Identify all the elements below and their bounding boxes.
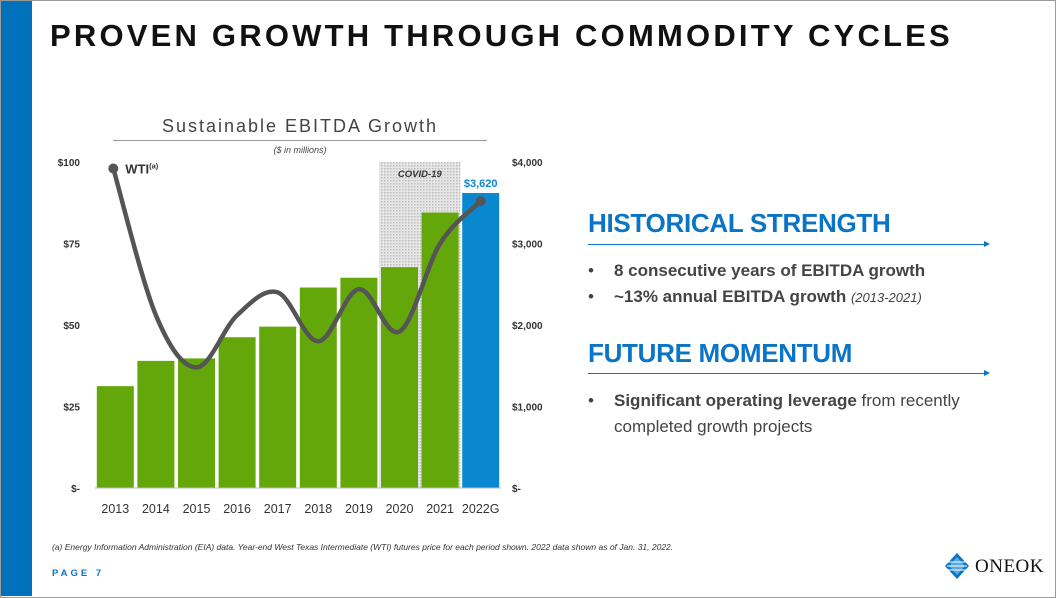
brand-side-bar — [1, 1, 32, 596]
ebitda-bar — [462, 192, 500, 488]
left-axis-tick-label: $- — [71, 484, 80, 495]
wti-end-point — [475, 196, 486, 207]
x-tick-label: 2015 — [183, 502, 211, 516]
x-tick-label: 2013 — [101, 502, 129, 516]
x-tick-label: 2019 — [345, 502, 373, 516]
left-axis-tick-label: $75 — [63, 240, 80, 251]
ebitda-bar — [299, 287, 337, 488]
bullet-strong-text: ~13% annual EBITDA growth — [614, 287, 847, 306]
historical-strength-heading: HISTORICAL STRENGTH — [588, 208, 891, 238]
bullet-item: Significant operating leverage from rece… — [588, 388, 988, 440]
ebitda-bar — [218, 337, 256, 488]
future-momentum-rule — [588, 370, 990, 376]
right-axis-tick-label: $- — [512, 484, 521, 495]
slide-title: PROVEN GROWTH THROUGH COMMODITY CYCLES — [50, 18, 953, 53]
chart-units: ($ in millions) — [273, 145, 327, 155]
ebitda-bar — [178, 358, 215, 488]
ebitda-bar — [421, 212, 459, 488]
bar-value-label: $3,620 — [464, 178, 498, 190]
footnote: (a) Energy Information Administration (E… — [52, 542, 674, 552]
x-tick-label: 2016 — [223, 502, 251, 516]
right-axis-tick-label: $3,000 — [512, 240, 543, 251]
x-tick-label: 2017 — [264, 502, 292, 516]
x-tick-label: 2022G — [462, 502, 500, 516]
wti-price-line — [111, 166, 483, 370]
historical-strength-rule — [588, 241, 990, 247]
left-axis-tick-label: $100 — [58, 158, 81, 169]
bullet-strong-text: Significant operating leverage — [614, 391, 857, 410]
page-number: PAGE 7 — [52, 568, 105, 579]
bullet-item: 8 consecutive years of EBITDA growth — [588, 258, 925, 284]
chart-title-rule — [113, 140, 487, 141]
future-momentum-bullets: Significant operating leverage from rece… — [588, 388, 988, 440]
left-axis-tick-label: $50 — [63, 321, 80, 332]
wti-series-label: WTI(a) — [125, 162, 158, 177]
historical-strength-bullets: 8 consecutive years of EBITDA growth ~13… — [588, 258, 925, 311]
wti-start-point — [108, 163, 119, 174]
ebitda-bar — [259, 326, 297, 488]
chart-title: Sustainable EBITDA Growth — [161, 116, 439, 136]
future-momentum-heading: FUTURE MOMENTUM — [588, 338, 853, 368]
logo-wordmark: ONEOK — [975, 556, 1044, 577]
ebitda-bar — [96, 386, 134, 488]
bullet-strong-text: 8 consecutive years of EBITDA growth — [614, 261, 926, 280]
x-tick-label: 2018 — [304, 502, 332, 516]
bullet-text: from recently completed growth projects — [614, 391, 960, 436]
bullet-item: ~13% annual EBITDA growth (2013-2021) — [588, 284, 925, 311]
x-tick-label: 2020 — [386, 502, 414, 516]
right-axis-tick-label: $2,000 — [512, 321, 543, 332]
bullet-note: (2013-2021) — [850, 290, 922, 305]
x-tick-label: 2021 — [426, 502, 454, 516]
ebitda-bar — [340, 277, 378, 488]
oneok-diamond-logo-icon — [945, 553, 969, 579]
right-axis-tick-label: $1,000 — [512, 403, 543, 414]
ebitda-bar — [137, 360, 175, 488]
right-axis-tick-label: $4,000 — [512, 158, 543, 169]
left-axis-tick-label: $25 — [63, 403, 80, 414]
x-tick-label: 2014 — [142, 502, 170, 516]
covid-label: COVID-19 — [398, 169, 443, 180]
ebitda-bar — [381, 267, 418, 488]
